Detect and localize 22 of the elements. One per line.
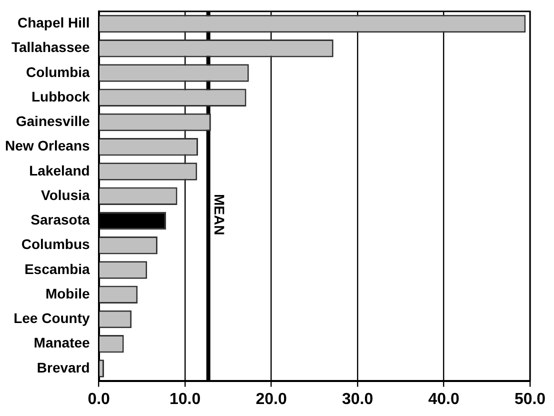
x-tick-label: 0.0 <box>88 390 110 408</box>
y-tick-label: Gainesville <box>16 113 90 130</box>
y-tick-label: New Orleans <box>4 138 90 154</box>
y-tick-label: Lubbock <box>31 88 90 104</box>
y-tick-label: Volusia <box>41 186 90 203</box>
y-tick-label: Manatee <box>34 334 90 351</box>
y-tick-label: Tallahassee <box>11 39 90 56</box>
y-tick-label: Escambia <box>24 260 90 277</box>
x-tick-label: 10.0 <box>169 390 201 408</box>
y-tick-label: Brevard <box>36 359 90 376</box>
x-tick-label: 50.0 <box>514 390 546 408</box>
y-tick-label: Sarasota <box>30 212 90 228</box>
x-tick-label: 20.0 <box>256 390 287 408</box>
x-tick-label: 30.0 <box>342 390 374 408</box>
y-tick-label: Columbus <box>21 236 90 252</box>
x-tick-label: 40.0 <box>428 390 460 408</box>
y-tick-label: Columbia <box>26 64 90 80</box>
y-tick-label: Lee County <box>14 310 90 326</box>
y-tick-label: Mobile <box>45 285 90 302</box>
y-tick-label: Chapel Hill <box>17 14 90 31</box>
ref-line-label: MEAN <box>211 194 228 236</box>
y-tick-label: Lakeland <box>29 162 90 178</box>
